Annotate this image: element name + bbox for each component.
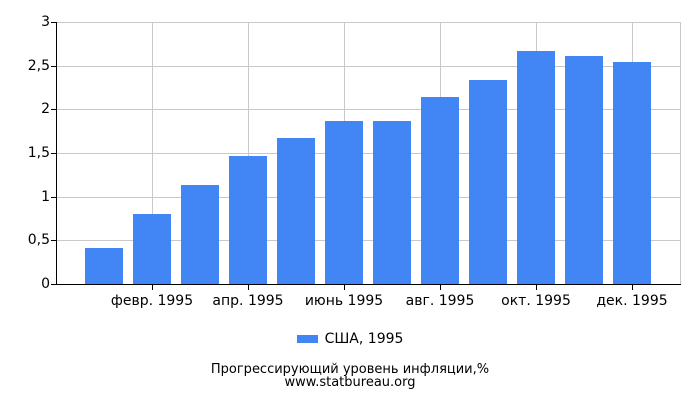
- x-axis-tick: [440, 285, 441, 290]
- x-axis-label: авг. 1995: [405, 293, 475, 309]
- x-axis-tick: [536, 285, 537, 290]
- x-axis-label: июнь 1995: [304, 293, 384, 309]
- bar: [133, 214, 171, 284]
- x-axis-tick: [632, 285, 633, 290]
- y-axis-label: 2: [41, 101, 50, 117]
- chart-footer: Прогрессирующий уровень инфляции,% www.s…: [0, 363, 700, 389]
- y-axis-label: 1,5: [27, 145, 50, 161]
- y-axis-label: 0: [41, 276, 50, 292]
- bar: [469, 80, 507, 284]
- legend: США, 1995: [0, 331, 700, 347]
- legend-label: США, 1995: [324, 331, 404, 347]
- bar: [421, 97, 459, 284]
- bar: [181, 185, 219, 284]
- bar: [517, 51, 555, 284]
- legend-swatch: [296, 335, 318, 343]
- x-axis-line: [56, 284, 681, 285]
- gridline-vertical: [248, 22, 249, 284]
- y-axis-tick: [51, 240, 56, 241]
- x-axis-tick: [152, 285, 153, 290]
- gridline-horizontal: [56, 66, 680, 67]
- gridline-horizontal: [56, 22, 680, 23]
- source-url: www.statbureau.org: [284, 375, 416, 390]
- x-axis-label: апр. 1995: [212, 293, 284, 309]
- y-axis-label: 2,5: [27, 58, 50, 74]
- bar: [277, 138, 315, 284]
- bar: [325, 121, 363, 284]
- y-axis-tick: [51, 109, 56, 110]
- y-axis-tick: [51, 153, 56, 154]
- y-axis-tick: [51, 22, 56, 23]
- bar: [373, 121, 411, 284]
- y-axis-label: 0,5: [27, 232, 50, 248]
- chart-title: Прогрессирующий уровень инфляции,%: [210, 362, 490, 377]
- bar: [613, 62, 651, 284]
- y-axis-tick: [51, 66, 56, 67]
- gridline-horizontal: [56, 240, 680, 241]
- bar: [85, 248, 123, 284]
- gridline-horizontal: [56, 153, 680, 154]
- bar: [565, 56, 603, 284]
- y-axis-tick: [51, 284, 56, 285]
- x-axis-label: февр. 1995: [110, 293, 194, 309]
- plot-right-border: [680, 22, 681, 284]
- x-axis-tick: [248, 285, 249, 290]
- bar: [229, 156, 267, 284]
- gridline-horizontal: [56, 197, 680, 198]
- gridline-horizontal: [56, 109, 680, 110]
- x-axis-tick: [344, 285, 345, 290]
- y-axis-label: 3: [41, 14, 50, 30]
- x-axis-label: дек. 1995: [596, 293, 668, 309]
- x-axis-label: окт. 1995: [501, 293, 571, 309]
- y-axis-tick: [51, 197, 56, 198]
- gridline-vertical: [152, 22, 153, 284]
- y-axis-label: 1: [41, 189, 50, 205]
- y-axis-line: [56, 22, 57, 285]
